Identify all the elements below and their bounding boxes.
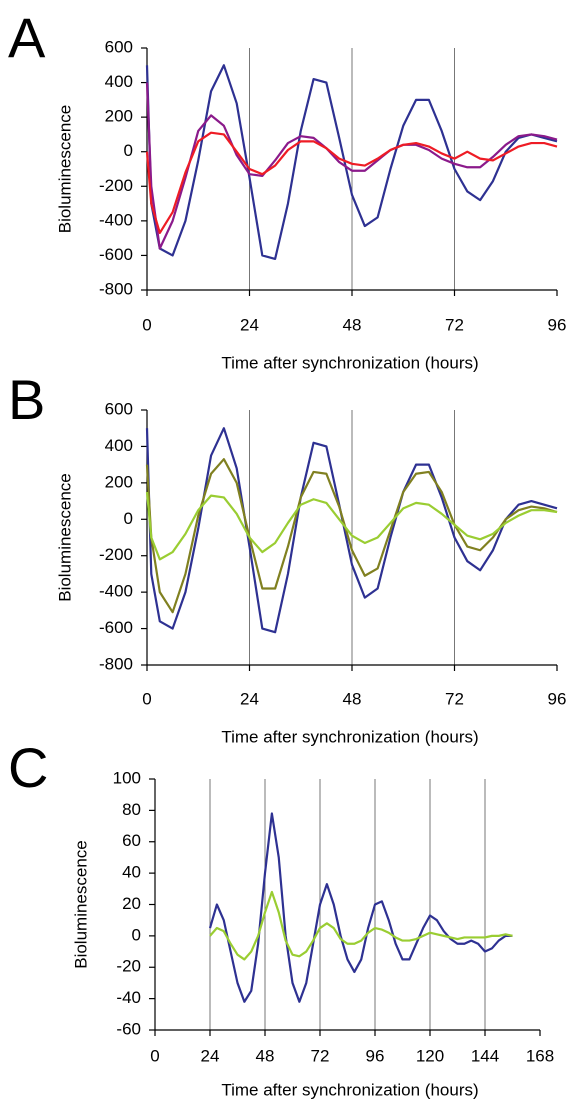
x-tick-label: 72 — [311, 1046, 330, 1065]
y-tick-label: 40 — [122, 863, 141, 882]
x-tick-label: 144 — [471, 1046, 499, 1065]
x-tick-label: 48 — [256, 1046, 275, 1065]
y-tick-label: 600 — [105, 37, 133, 56]
x-axis-label: Time after synchronization (hours) — [221, 727, 478, 746]
y-tick-label: 0 — [124, 141, 133, 160]
data-line — [209, 890, 513, 961]
y-axis-label: Bioluminescence — [71, 840, 90, 969]
x-axis-label: Time after synchronization (hours) — [221, 1080, 478, 1099]
y-tick-label: -40 — [116, 988, 141, 1007]
x-tick-label: 0 — [142, 315, 151, 334]
x-tick-label: 168 — [526, 1046, 554, 1065]
x-tick-label: 120 — [416, 1046, 444, 1065]
y-tick-label: -800 — [99, 279, 133, 298]
x-tick-label: 48 — [343, 315, 362, 334]
x-tick-label: 0 — [150, 1046, 159, 1065]
y-tick-label: 0 — [124, 509, 133, 528]
panel-label: C — [8, 736, 48, 799]
data-line — [145, 491, 558, 561]
y-tick-label: 200 — [105, 472, 133, 491]
y-tick-label: 100 — [113, 768, 141, 787]
y-tick-label: -800 — [99, 654, 133, 673]
y-axis-label: Bioluminescence — [55, 473, 74, 602]
y-tick-label: 200 — [105, 107, 133, 126]
data-line — [208, 812, 513, 1003]
x-axis-label: Time after synchronization (hours) — [221, 353, 478, 372]
y-tick-label: 400 — [105, 436, 133, 455]
x-tick-label: 24 — [240, 315, 259, 334]
y-tick-label: -200 — [99, 176, 133, 195]
x-tick-label: 24 — [240, 689, 259, 708]
data-line — [145, 82, 558, 250]
y-tick-label: 400 — [105, 72, 133, 91]
y-tick-label: -400 — [99, 210, 133, 229]
y-tick-label: 20 — [122, 894, 141, 913]
y-tick-label: -20 — [116, 957, 141, 976]
x-tick-label: 96 — [548, 315, 567, 334]
panel-label: B — [8, 368, 45, 431]
x-tick-label: 0 — [142, 689, 151, 708]
x-tick-label: 72 — [445, 315, 464, 334]
x-tick-label: 24 — [201, 1046, 220, 1065]
data-line — [145, 131, 558, 235]
y-tick-label: 600 — [105, 399, 133, 418]
y-tick-label: 0 — [132, 925, 141, 944]
y-tick-label: -600 — [99, 245, 133, 264]
x-tick-label: 72 — [445, 689, 464, 708]
y-tick-label: -60 — [116, 1019, 141, 1038]
x-tick-label: 96 — [548, 689, 567, 708]
y-tick-label: 80 — [122, 800, 141, 819]
y-axis-label: Bioluminescence — [55, 105, 74, 234]
y-tick-label: -200 — [99, 545, 133, 564]
y-tick-label: -400 — [99, 582, 133, 601]
x-tick-label: 96 — [366, 1046, 385, 1065]
x-tick-label: 48 — [343, 689, 362, 708]
y-tick-label: 60 — [122, 831, 141, 850]
y-tick-label: -600 — [99, 618, 133, 637]
panel-label: A — [8, 6, 46, 69]
